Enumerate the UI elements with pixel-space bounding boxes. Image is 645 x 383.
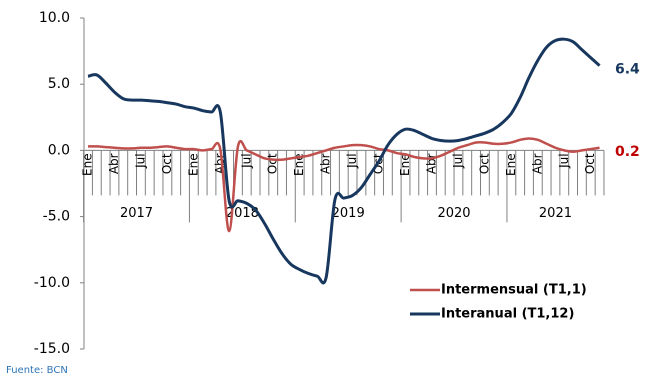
x-tick-label: Jul <box>557 153 571 168</box>
x-tick-label: Ene <box>186 153 200 176</box>
y-tick-label: 5.0 <box>48 76 70 92</box>
source: Fuente: BCN <box>6 365 68 376</box>
series-line <box>87 37 601 285</box>
legend-label: Intermensual (T1,1) <box>441 283 587 298</box>
year-label: 2019 <box>332 206 365 221</box>
y-tick-label: -15.0 <box>34 341 70 357</box>
x-tick-label: Oct <box>266 153 280 174</box>
y-tick-label: -10.0 <box>34 275 70 291</box>
legend-label: Interanual (T1,12) <box>441 307 574 322</box>
x-tick-label: Abr <box>530 153 544 174</box>
end-value-label: 0.2 <box>615 144 640 160</box>
x-tick-label: Jul <box>345 153 359 168</box>
x-tick-label: Jul <box>451 153 465 168</box>
y-tick-label: -5.0 <box>43 209 70 225</box>
x-tick-label: Abr <box>107 153 121 174</box>
year-label: 2018 <box>226 206 259 221</box>
y-tick-label: 0.0 <box>48 142 70 158</box>
end-value-label: 6.4 <box>615 62 640 78</box>
x-tick-label: Ene <box>398 153 412 176</box>
x-tick-label: Ene <box>81 153 95 176</box>
y-tick-label: 10.0 <box>39 10 70 26</box>
x-tick-label: Abr <box>319 153 333 174</box>
x-tick-label: Oct <box>160 153 174 174</box>
series-line <box>87 137 600 233</box>
year-label: 2020 <box>437 206 470 221</box>
x-tick-label: Jul <box>133 153 147 168</box>
x-tick-label: Oct <box>583 153 597 174</box>
x-tick-label: Oct <box>477 153 491 174</box>
x-tick-label: Ene <box>504 153 518 176</box>
x-tick-label: Ene <box>292 153 306 176</box>
year-label: 2017 <box>120 206 153 221</box>
x-tick-label: Jul <box>239 153 253 168</box>
year-label: 2021 <box>539 206 572 221</box>
